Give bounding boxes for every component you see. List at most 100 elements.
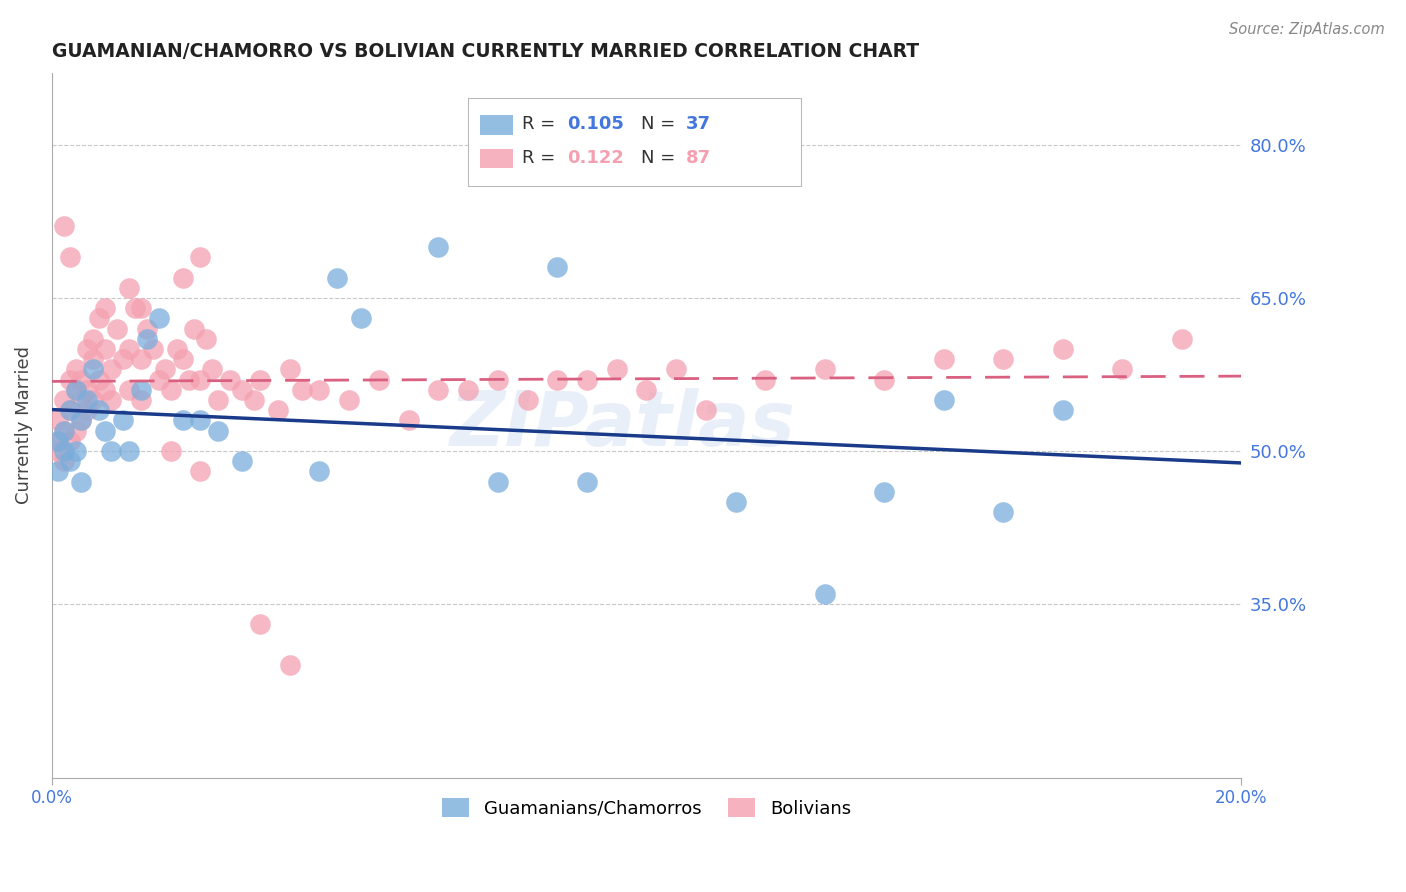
Point: [190, 413, 212, 427]
Point: [100, 444, 122, 458]
Point: [112, 352, 135, 367]
Point: [124, 301, 146, 315]
Point: [70, 413, 93, 427]
Point: [105, 321, 128, 335]
Point: [308, 383, 330, 397]
Point: [94, 424, 117, 438]
Point: [219, 373, 242, 387]
Point: [575, 373, 598, 387]
Point: [575, 475, 598, 489]
Point: [207, 424, 229, 438]
Text: GUAMANIAN/CHAMORRO VS BOLIVIAN CURRENTLY MARRIED CORRELATION CHART: GUAMANIAN/CHAMORRO VS BOLIVIAN CURRENTLY…: [52, 42, 920, 61]
Point: [486, 475, 509, 489]
Point: [457, 383, 479, 397]
Point: [278, 658, 301, 673]
Point: [70, 392, 93, 407]
Point: [172, 413, 194, 427]
Point: [350, 311, 373, 326]
Point: [427, 240, 450, 254]
Point: [1170, 332, 1192, 346]
Point: [94, 301, 117, 315]
Point: [1052, 403, 1074, 417]
Point: [148, 373, 170, 387]
Point: [89, 403, 111, 417]
Point: [636, 383, 658, 397]
Point: [486, 373, 509, 387]
Point: [76, 403, 98, 417]
Point: [76, 392, 98, 407]
Point: [308, 464, 330, 478]
Point: [932, 352, 955, 367]
Point: [76, 383, 98, 397]
Point: [172, 352, 194, 367]
Text: R =: R =: [522, 115, 561, 133]
Text: 37: 37: [686, 115, 710, 133]
Point: [58, 403, 80, 417]
Point: [665, 362, 688, 376]
Text: Source: ZipAtlas.com: Source: ZipAtlas.com: [1229, 22, 1385, 37]
Point: [82, 392, 104, 407]
Point: [183, 321, 205, 335]
Point: [1052, 342, 1074, 356]
Point: [52, 444, 75, 458]
Point: [166, 342, 188, 356]
Point: [993, 352, 1015, 367]
Point: [231, 454, 253, 468]
Text: 0.122: 0.122: [567, 149, 624, 167]
Point: [129, 383, 152, 397]
Point: [70, 373, 93, 387]
Point: [367, 373, 389, 387]
Bar: [479, 115, 513, 135]
Point: [52, 219, 75, 234]
Point: [58, 454, 80, 468]
Point: [606, 362, 628, 376]
Point: [82, 362, 104, 376]
Point: [129, 352, 152, 367]
Point: [70, 475, 93, 489]
Point: [65, 383, 87, 397]
Point: [46, 464, 69, 478]
Point: [65, 444, 87, 458]
Point: [58, 250, 80, 264]
Point: [135, 321, 157, 335]
Point: [1111, 362, 1133, 376]
Point: [112, 413, 135, 427]
Point: [46, 444, 69, 458]
Point: [76, 342, 98, 356]
Point: [190, 464, 212, 478]
Point: [52, 454, 75, 468]
Point: [993, 505, 1015, 519]
Text: R =: R =: [522, 149, 561, 167]
Text: 87: 87: [686, 149, 711, 167]
Y-axis label: Currently Married: Currently Married: [15, 346, 32, 505]
Point: [118, 383, 141, 397]
Text: 0.105: 0.105: [567, 115, 624, 133]
Point: [190, 250, 212, 264]
Point: [754, 373, 776, 387]
Point: [159, 383, 181, 397]
Point: [52, 424, 75, 438]
Point: [516, 392, 538, 407]
Point: [153, 362, 176, 376]
Point: [82, 352, 104, 367]
Point: [118, 281, 141, 295]
Point: [201, 362, 224, 376]
Point: [82, 332, 104, 346]
Point: [100, 362, 122, 376]
Point: [249, 617, 271, 632]
Point: [58, 373, 80, 387]
Legend: Guamanians/Chamorros, Bolivians: Guamanians/Chamorros, Bolivians: [434, 791, 858, 825]
Point: [172, 270, 194, 285]
Point: [65, 383, 87, 397]
Point: [94, 342, 117, 356]
Point: [135, 332, 157, 346]
Point: [89, 311, 111, 326]
Point: [177, 373, 200, 387]
Point: [148, 311, 170, 326]
Point: [190, 373, 212, 387]
Point: [118, 342, 141, 356]
Point: [129, 301, 152, 315]
Text: N =: N =: [641, 115, 681, 133]
Point: [142, 342, 165, 356]
Point: [207, 392, 229, 407]
